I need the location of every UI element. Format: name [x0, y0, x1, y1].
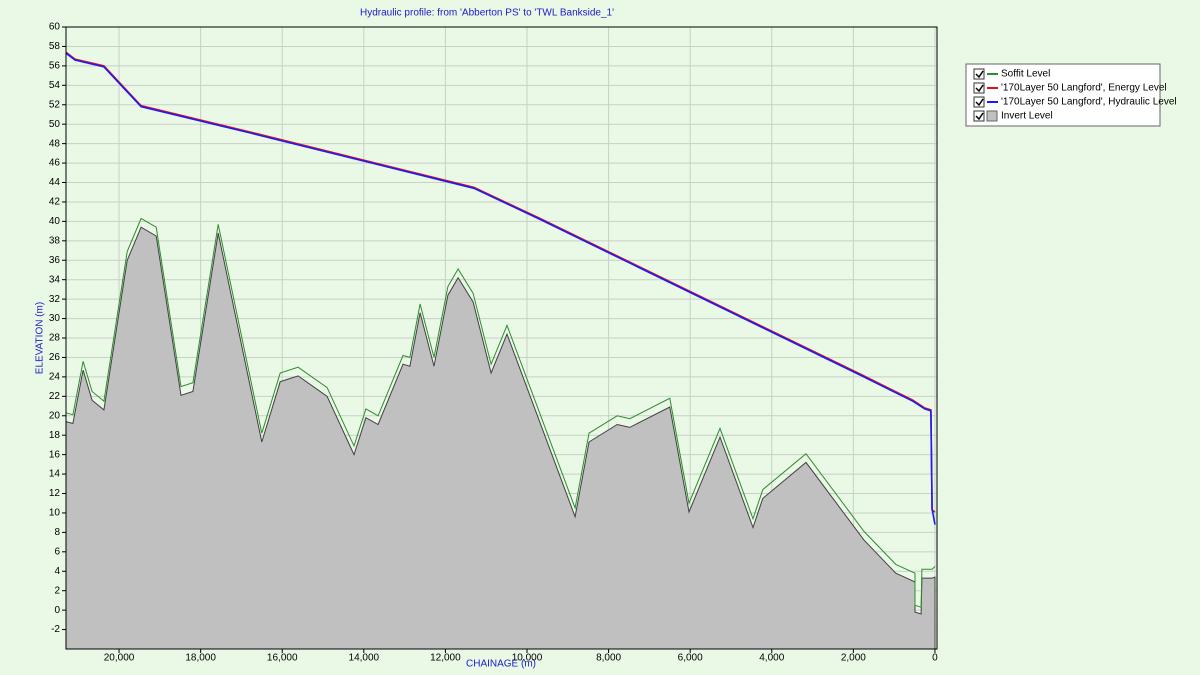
x-tick-label: 16,000 [267, 653, 298, 664]
x-tick-label: 12,000 [430, 653, 461, 664]
y-tick-label: 44 [49, 177, 61, 188]
legend-label: '170Layer 50 Langford', Hydraulic Level [1001, 97, 1177, 108]
y-tick-label: 32 [49, 294, 61, 305]
y-tick-label: 34 [49, 274, 61, 285]
legend-swatch [986, 110, 998, 122]
y-tick-label: 12 [49, 488, 61, 499]
y-tick-label: 14 [49, 469, 61, 480]
y-tick-label: 16 [49, 449, 61, 460]
legend-label: Invert Level [1001, 111, 1053, 122]
legend-check [975, 70, 984, 79]
y-tick-label: 22 [49, 391, 61, 402]
legend-checkbox[interactable] [973, 110, 985, 122]
y-tick-label: 58 [49, 41, 61, 52]
y-tick-label: 52 [49, 99, 61, 110]
y-tick-label: 46 [49, 158, 61, 169]
x-tick-label: 2,000 [841, 653, 866, 664]
line [65, 217, 936, 608]
y-tick-label: 36 [49, 255, 61, 266]
y-tick-label: 48 [49, 138, 61, 149]
legend-box [965, 63, 1161, 127]
x-tick-label: 6,000 [678, 653, 703, 664]
y-tick-label: 0 [54, 605, 60, 616]
y-tick-label: -2 [51, 624, 60, 635]
y-tick-label: 56 [49, 61, 61, 72]
y-tick-label: 20 [49, 410, 61, 421]
x-tick-label: 14,000 [349, 653, 380, 664]
y-tick-label: 4 [54, 566, 60, 577]
y-tick-label: 26 [49, 352, 61, 363]
y-tick-label: 28 [49, 333, 61, 344]
y-tick-label: 42 [49, 197, 61, 208]
y-tick-label: 24 [49, 372, 61, 383]
legend-check [975, 98, 984, 107]
legend-checkbox[interactable] [973, 96, 985, 108]
legend-checkbox[interactable] [973, 82, 985, 94]
y-tick-label: 6 [54, 546, 60, 557]
chart-title: Hydraulic profile: from 'Abberton PS' to… [360, 8, 614, 19]
y-tick-label: 10 [49, 508, 61, 519]
x-tick-label: 4,000 [759, 653, 784, 664]
line [65, 51, 936, 513]
y-tick-label: 50 [49, 119, 61, 130]
y-tick-label: 30 [49, 313, 61, 324]
y-tick-label: 2 [54, 585, 60, 596]
x-tick-label: 10,000 [512, 653, 543, 664]
y-tick-label: 54 [49, 80, 61, 91]
y-tick-label: 8 [54, 527, 60, 538]
x-tick-label: 18,000 [185, 653, 216, 664]
legend-checkbox[interactable] [973, 68, 985, 80]
plot-border [65, 26, 938, 650]
legend-label: Soffit Level [1001, 69, 1050, 80]
y-tick-label: 40 [49, 216, 61, 227]
x-tick-label: 20,000 [104, 653, 135, 664]
y-axis-label: ELEVATION (m) [35, 302, 46, 374]
y-tick-label: 18 [49, 430, 61, 441]
legend-label: '170Layer 50 Langford', Energy Level [1001, 83, 1167, 94]
legend-check [975, 84, 984, 93]
y-tick-label: 60 [49, 22, 61, 33]
legend-check [975, 112, 984, 121]
x-tick-label: 0 [932, 653, 938, 664]
line [65, 52, 936, 525]
y-tick-label: 38 [49, 235, 61, 246]
x-axis-label: CHAINAGE (m) [466, 659, 536, 670]
x-tick-label: 8,000 [596, 653, 621, 664]
